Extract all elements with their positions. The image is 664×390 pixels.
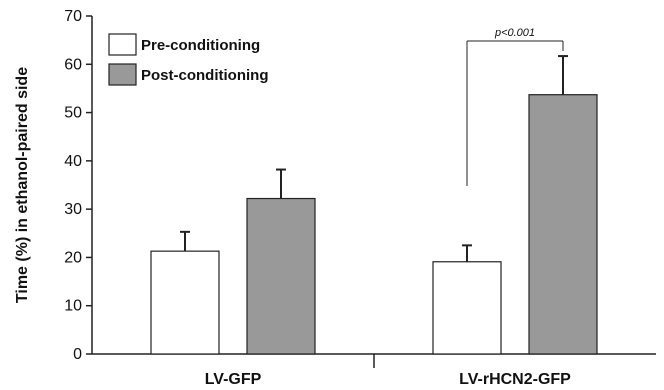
y-tick-label: 30	[64, 201, 82, 218]
legend-swatch	[108, 63, 137, 86]
bar	[432, 261, 502, 355]
legend-swatch	[108, 33, 137, 56]
x-tick-label: LV-rHCN2-GFP	[459, 371, 571, 388]
y-tick-label: 0	[73, 346, 82, 363]
legend: Pre-conditioning Post-conditioning	[108, 33, 268, 86]
y-tick-label: 70	[64, 8, 82, 25]
y-tick-label: 10	[64, 298, 82, 315]
x-tick-label: LV-GFP	[205, 371, 262, 388]
y-tick-label: 60	[64, 56, 82, 73]
legend-label: Pre-conditioning	[141, 37, 260, 54]
bar	[150, 250, 220, 355]
y-tick-label: 50	[64, 105, 82, 122]
y-axis-label: Time (%) in ethanol-paired side	[14, 67, 31, 303]
significance-label: p<0.001	[494, 27, 535, 39]
bar	[528, 94, 598, 355]
annotations: p<0.001	[466, 27, 564, 186]
bar	[246, 197, 316, 355]
y-tick-label: 20	[64, 249, 82, 266]
axes: 0 10 20 30 40 50 60 70 LV-GFP LV-rHCN2-GFP	[64, 8, 656, 388]
legend-label: Post-conditioning	[141, 67, 268, 84]
bars	[150, 55, 598, 355]
y-tick-label: 40	[64, 153, 82, 170]
